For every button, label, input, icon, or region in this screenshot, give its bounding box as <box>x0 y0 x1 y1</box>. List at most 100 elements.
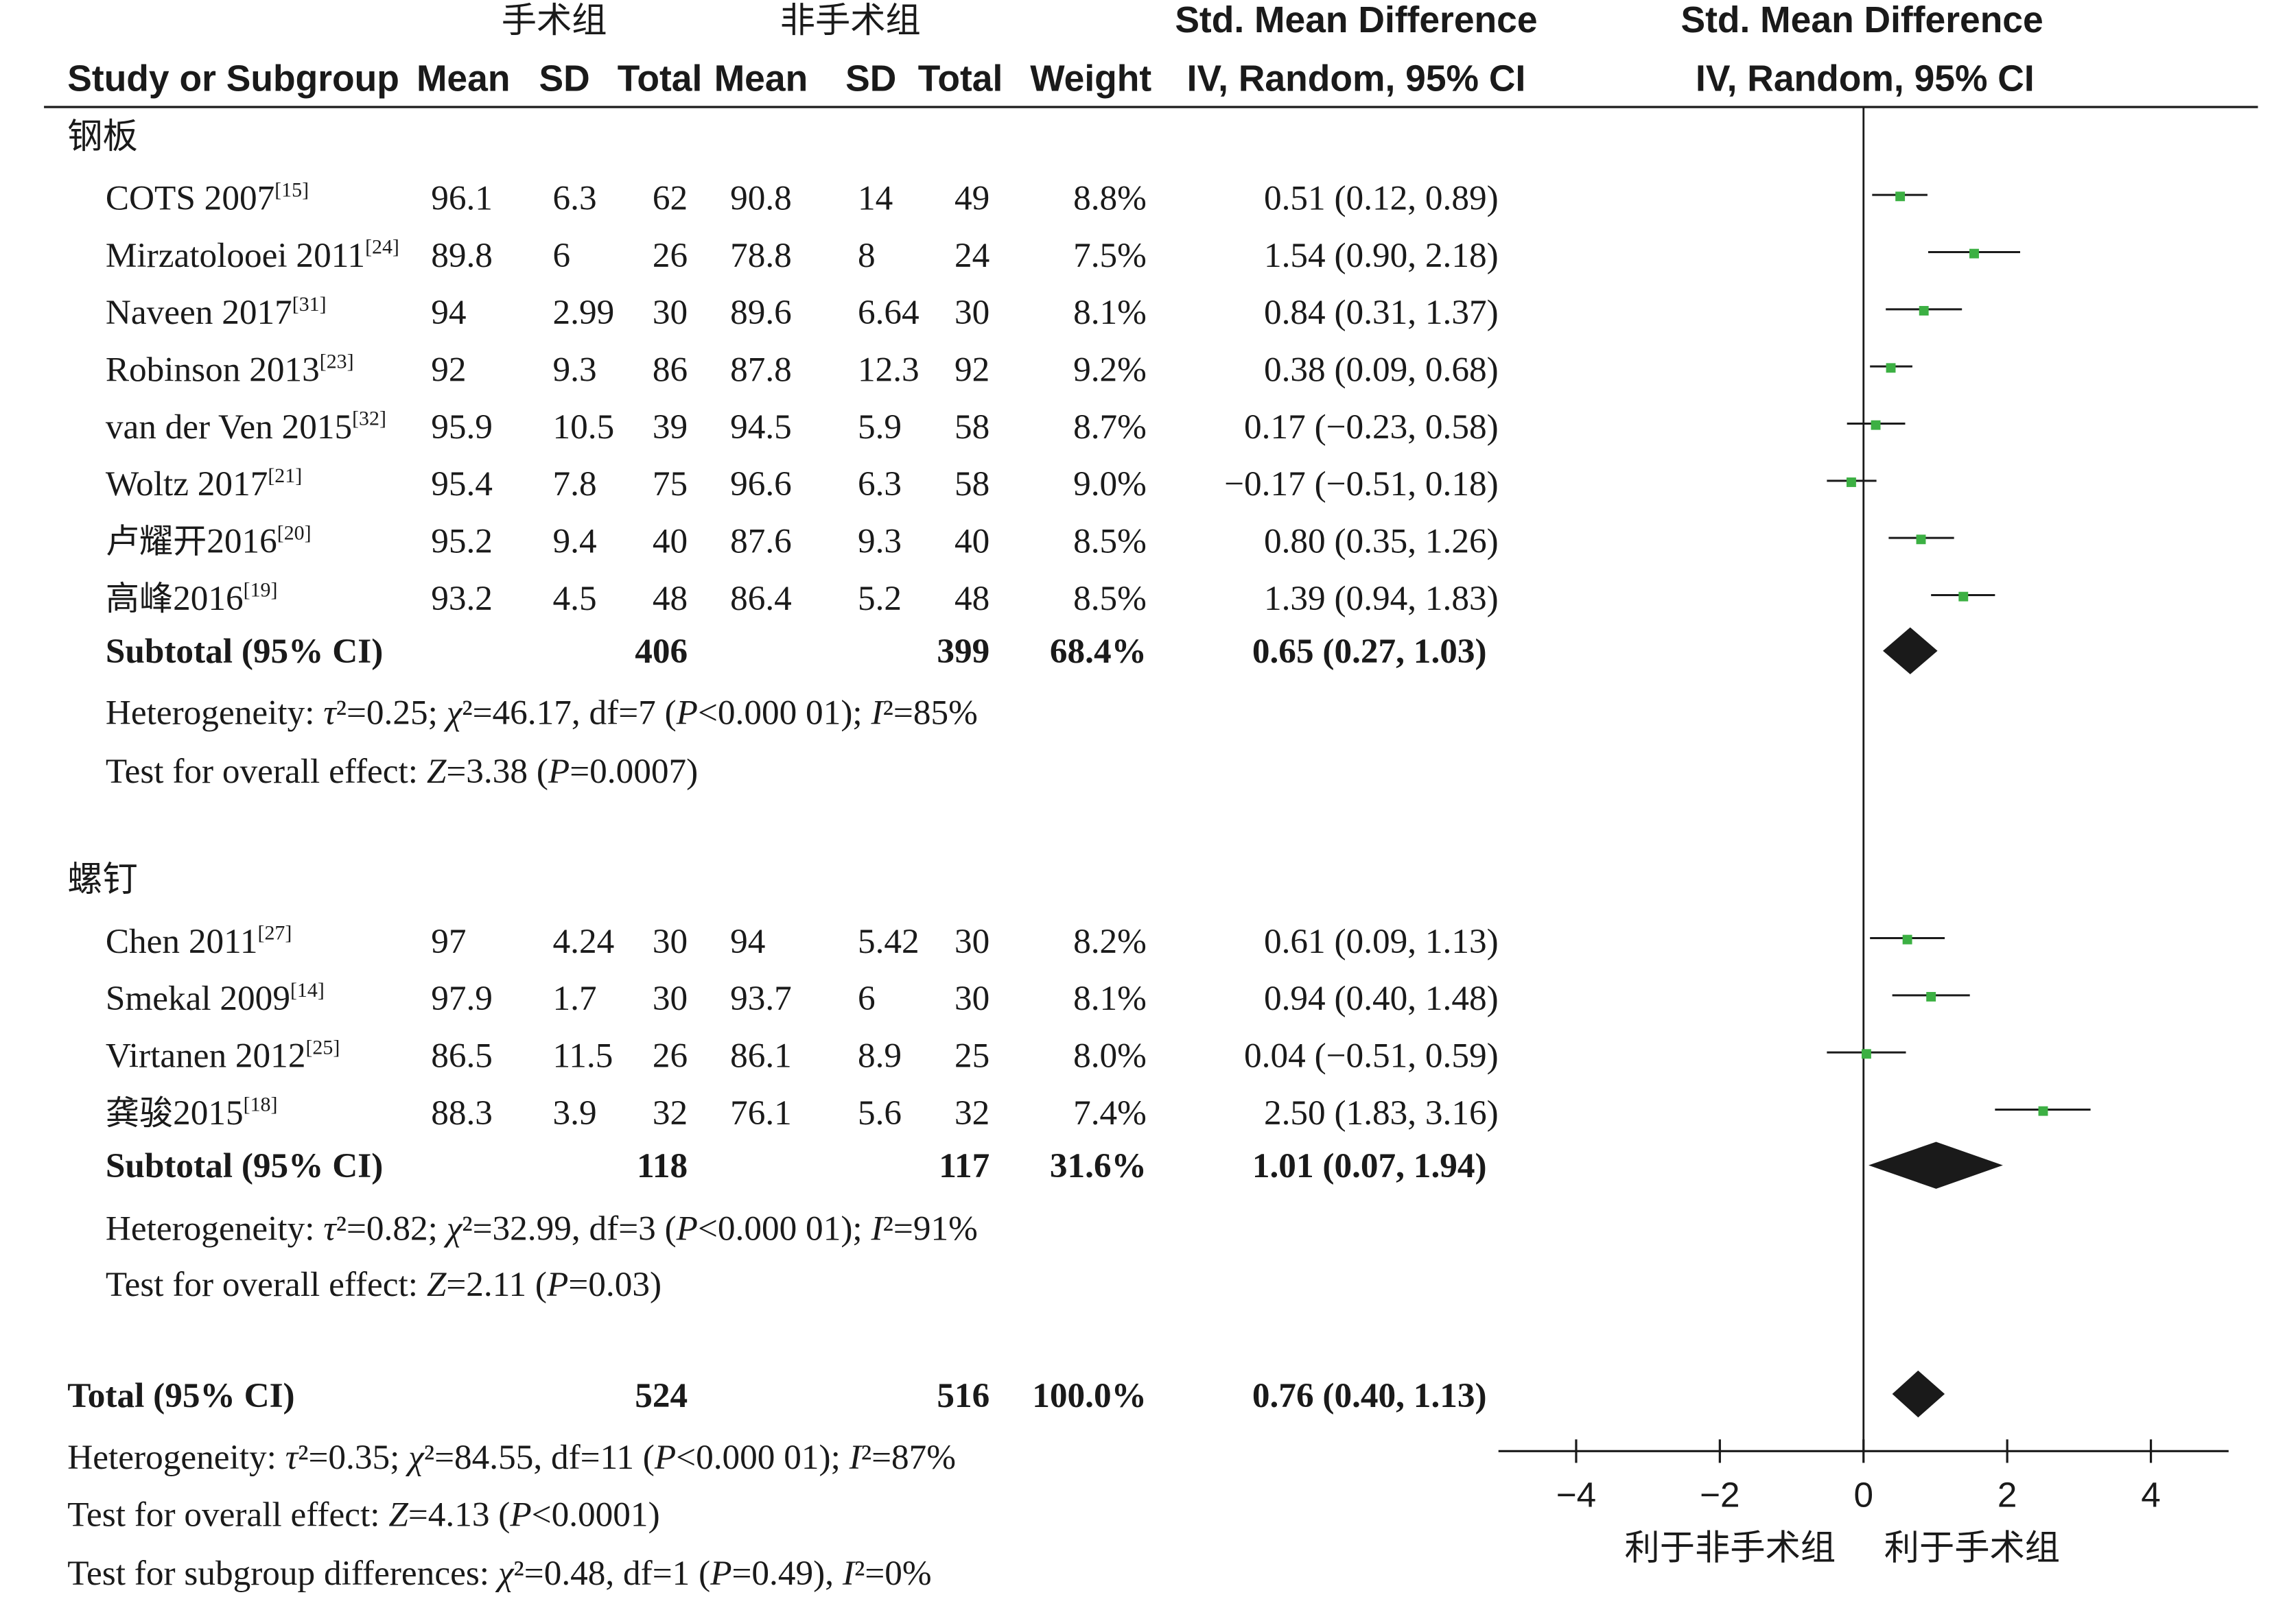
study-name: Robinson 2013[23] <box>106 350 354 389</box>
cell-total2: 30 <box>954 293 989 332</box>
cell-ci: 0.04 (−0.51, 0.59) <box>1244 1037 1499 1076</box>
cell-mean2: 86.1 <box>730 1037 792 1076</box>
subtotal-total2: 117 <box>939 1146 989 1185</box>
cell-weight: 8.1% <box>1073 293 1147 332</box>
cell-sd1: 10.5 <box>553 407 615 447</box>
subtotal-ci: 1.01 (0.07, 1.94) <box>1252 1146 1487 1185</box>
total-diamond <box>1892 1370 1945 1418</box>
cell-mean2: 96.6 <box>730 464 792 504</box>
cell-sd1: 11.5 <box>553 1037 613 1076</box>
cell-ci: 0.80 (0.35, 1.26) <box>1264 522 1499 561</box>
cell-total2: 92 <box>954 351 989 390</box>
effect-method-header: IV, Random, 95% CI <box>1187 58 1526 99</box>
effect-point <box>1958 591 1969 602</box>
total-ci: 0.76 (0.40, 1.13) <box>1252 1376 1487 1415</box>
x-axis-tick-label: 4 <box>2141 1476 2161 1515</box>
table-rows: 钢板 COTS 2007[15] 96.1 6.3 62 90.8 14 49 8.8% 0.51… <box>67 116 1498 1593</box>
study-name: Naveen 2017[31] <box>106 293 327 332</box>
cell-weight: 7.5% <box>1073 236 1147 275</box>
cell-ci: 0.84 (0.31, 1.37) <box>1264 293 1499 332</box>
subtotal-total1: 406 <box>635 632 688 671</box>
cell-mean2: 78.8 <box>730 236 792 275</box>
col-header-sd2: SD <box>845 58 896 99</box>
effect-point <box>1861 1049 1871 1059</box>
cell-ci: 0.17 (−0.23, 0.58) <box>1244 407 1499 447</box>
cell-total2: 49 <box>954 179 989 218</box>
subtotal-ci: 0.65 (0.27, 1.03) <box>1252 632 1487 671</box>
cell-sd2: 5.9 <box>858 407 902 447</box>
col-header-mean2: Mean <box>714 58 808 99</box>
cell-mean2: 89.6 <box>730 293 792 332</box>
cell-sd1: 9.4 <box>553 522 597 561</box>
subtotal-total1: 118 <box>637 1146 688 1185</box>
cell-total1: 62 <box>653 179 688 218</box>
cell-mean1: 93.2 <box>431 579 493 618</box>
cell-weight: 8.5% <box>1073 579 1147 618</box>
overall-effect-text: Test for overall effect: Z=2.11 (P=0.03) <box>106 1265 661 1304</box>
cell-total1: 39 <box>653 407 688 447</box>
cell-mean2: 94 <box>730 922 765 961</box>
cell-total1: 30 <box>653 922 688 961</box>
cell-sd2: 12.3 <box>858 351 919 390</box>
cell-total1: 40 <box>653 522 688 561</box>
effect-point <box>2038 1106 2048 1116</box>
cell-mean2: 93.7 <box>730 979 792 1018</box>
cell-sd1: 4.5 <box>553 579 597 618</box>
col-header-sd1: SD <box>539 58 590 99</box>
subtotal-total2: 399 <box>937 632 989 671</box>
subgroup-differences-text: Test for subgroup differences: χ²=0.48, … <box>67 1554 931 1593</box>
study-name: 龚骏2015[18] <box>106 1093 278 1133</box>
study-name: Mirzatolooei 2011[24] <box>106 236 399 275</box>
cell-total2: 48 <box>954 579 989 618</box>
study-name: Chen 2011[27] <box>106 922 292 961</box>
plot-title-header: Std. Mean Difference <box>1680 0 2043 40</box>
cell-sd1: 6 <box>553 236 571 275</box>
effect-point <box>1926 992 1936 1002</box>
group1-header: 手术组 <box>502 0 607 41</box>
cell-mean2: 86.4 <box>730 579 792 618</box>
cell-total2: 25 <box>954 1037 989 1076</box>
cell-weight: 9.2% <box>1073 351 1147 390</box>
cell-total1: 86 <box>653 351 688 390</box>
cell-mean1: 97 <box>431 922 466 961</box>
plot-method-header: IV, Random, 95% CI <box>1696 58 2035 99</box>
cell-total2: 30 <box>954 979 989 1018</box>
x-axis-tick-label: 2 <box>1998 1476 2017 1515</box>
cell-sd2: 5.42 <box>858 922 919 961</box>
cell-mean1: 89.8 <box>431 236 493 275</box>
cell-mean1: 86.5 <box>431 1037 493 1076</box>
cell-total1: 75 <box>653 464 688 504</box>
cell-sd2: 8.9 <box>858 1037 902 1076</box>
cell-total2: 32 <box>954 1093 989 1133</box>
cell-weight: 8.5% <box>1073 522 1147 561</box>
cell-total1: 48 <box>653 579 688 618</box>
cell-total2: 40 <box>954 522 989 561</box>
cell-mean1: 95.4 <box>431 464 493 504</box>
cell-weight: 7.4% <box>1073 1093 1147 1133</box>
effect-point <box>1886 363 1896 373</box>
cell-ci: 1.54 (0.90, 2.18) <box>1264 236 1499 275</box>
cell-mean1: 96.1 <box>431 179 493 218</box>
cell-sd2: 6.64 <box>858 293 919 332</box>
cell-total1: 32 <box>653 1093 688 1133</box>
effect-point <box>1919 306 1929 316</box>
cell-mean2: 90.8 <box>730 179 792 218</box>
cell-total1: 30 <box>653 293 688 332</box>
subtotal-diamond <box>1883 627 1938 674</box>
cell-ci: 0.61 (0.09, 1.13) <box>1264 922 1499 961</box>
cell-sd1: 4.24 <box>553 922 615 961</box>
study-name: van der Ven 2015[32] <box>106 407 386 447</box>
cell-mean2: 76.1 <box>730 1093 792 1133</box>
cell-total1: 30 <box>653 979 688 1018</box>
group2-header: 非手术组 <box>780 0 921 41</box>
subtotal-weight: 68.4% <box>1050 632 1147 671</box>
axis-left-label: 利于非手术组 <box>1625 1527 1836 1568</box>
cell-total2: 58 <box>954 407 989 447</box>
cell-sd2: 9.3 <box>858 522 902 561</box>
cell-sd2: 6 <box>858 979 876 1018</box>
cell-sd2: 14 <box>858 179 893 218</box>
cell-weight: 8.8% <box>1073 179 1147 218</box>
col-header-mean1: Mean <box>417 58 511 99</box>
total-label: Total (95% CI) <box>67 1376 294 1415</box>
